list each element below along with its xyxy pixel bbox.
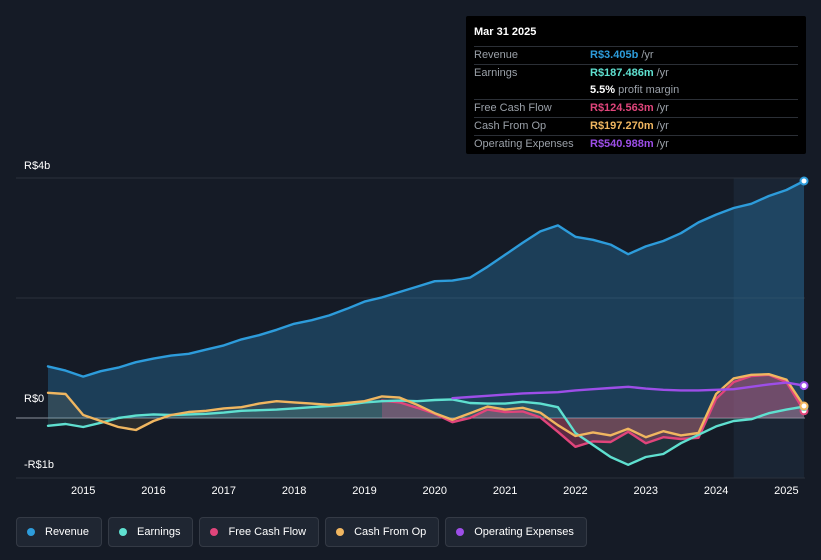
grid-layer <box>16 177 805 479</box>
x-tick-label: 2022 <box>563 485 588 497</box>
data-tooltip: Mar 31 2025 Revenue R$3.405b /yr Earning… <box>466 16 806 154</box>
forecast-region <box>733 178 804 478</box>
legend-item-revenue[interactable]: Revenue <box>16 517 103 547</box>
tooltip-row-operating-expenses: Operating Expenses R$540.988m /yr <box>474 135 798 153</box>
tooltip-unit: /yr <box>656 67 669 79</box>
tooltip-unit: profit margin <box>618 84 680 96</box>
x-tick-label: 2018 <box>281 485 307 497</box>
line-layer <box>46 179 806 466</box>
tooltip-label: Free Cash Flow <box>474 102 552 114</box>
x-tick-label: 2019 <box>352 485 377 497</box>
x-tick-label: 2025 <box>774 485 799 497</box>
tooltip-row-profit-margin: 5.5% profit margin <box>474 82 798 99</box>
tooltip-row-revenue: Revenue R$3.405b /yr <box>474 46 798 64</box>
operating-expenses-line <box>451 381 806 400</box>
legend-item-earnings[interactable]: Earnings <box>108 517 194 547</box>
y-tick-label-zero: R$0 <box>24 393 45 405</box>
y-tick-label-top: R$4b <box>24 160 51 172</box>
cash-from-op-area <box>48 374 804 438</box>
tooltip-label: Operating Expenses <box>474 138 574 150</box>
legend-dot-icon <box>119 528 128 536</box>
revenue-line <box>46 179 806 378</box>
tooltip-row-earnings: Earnings R$187.486m /yr <box>474 64 798 82</box>
cash-from-op-end-marker <box>799 401 809 411</box>
free-cash-flow-line <box>380 373 806 448</box>
legend-dot-icon <box>210 528 219 536</box>
x-tick-label: 2021 <box>492 485 518 497</box>
tooltip-label: Cash From Op <box>474 120 547 132</box>
tooltip-value: 5.5% <box>590 84 616 96</box>
tooltip-date: Mar 31 2025 <box>474 26 537 38</box>
legend-label: Earnings <box>137 526 181 538</box>
x-tick-label: 2015 <box>70 485 96 497</box>
tooltip-unit: /yr <box>656 120 669 132</box>
legend-label: Operating Expenses <box>474 526 574 538</box>
tooltip-row-free-cash-flow: Free Cash Flow R$124.563m /yr <box>474 99 798 117</box>
x-tick-label: 2020 <box>422 485 448 497</box>
tooltip-label: Earnings <box>474 67 518 79</box>
tooltip-unit: /yr <box>656 138 669 150</box>
tooltip-label: Revenue <box>474 49 519 61</box>
tooltip-label <box>474 82 590 99</box>
x-tick-label: 2024 <box>703 485 729 497</box>
revenue-area <box>48 181 804 418</box>
legend-item-cash-from-op[interactable]: Cash From Op <box>325 517 440 547</box>
legend-item-free-cash-flow[interactable]: Free Cash Flow <box>199 517 320 547</box>
legend-dot-icon <box>336 528 345 536</box>
tooltip-value: R$3.405b <box>590 49 639 61</box>
free-cash-flow-area <box>382 374 804 447</box>
x-tick-label: 2017 <box>211 485 237 497</box>
tooltip-value: R$124.563m <box>590 102 654 114</box>
y-tick-label-bottom: -R$1b <box>24 459 54 471</box>
legend-item-operating-expenses[interactable]: Operating Expenses <box>445 517 587 547</box>
revenue-end-marker <box>799 176 809 186</box>
legend-label: Revenue <box>45 526 90 538</box>
cash-from-op-line <box>46 373 806 439</box>
tooltip-value: R$187.486m <box>590 67 654 79</box>
operating-expenses-end-marker <box>799 381 809 391</box>
tooltip-value: R$540.988m <box>590 138 654 150</box>
chart-legend: Revenue Earnings Free Cash Flow Cash Fro… <box>16 517 587 547</box>
x-tick-label: 2023 <box>633 485 659 497</box>
tooltip-row-cash-from-op: Cash From Op R$197.270m /yr <box>474 117 798 135</box>
x-tick-label: 2016 <box>141 485 166 497</box>
legend-label: Cash From Op <box>354 526 427 538</box>
area-layer <box>48 181 804 465</box>
legend-dot-icon <box>27 528 35 536</box>
tooltip-value: R$197.270m <box>590 120 654 132</box>
legend-label: Free Cash Flow <box>228 526 307 538</box>
legend-dot-icon <box>456 528 465 536</box>
tooltip-unit: /yr <box>656 102 669 114</box>
marker-layer <box>799 176 809 416</box>
earnings-area <box>48 399 804 465</box>
tooltip-unit: /yr <box>641 49 654 61</box>
